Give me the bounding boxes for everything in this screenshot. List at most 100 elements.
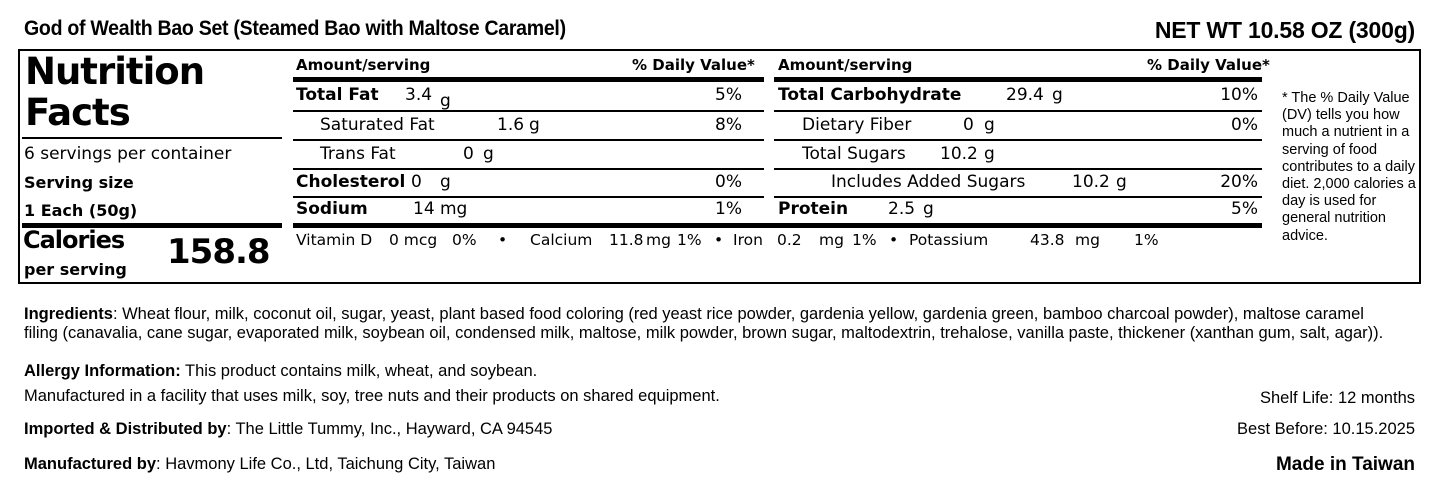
- trans-fat-unit: g: [483, 144, 494, 164]
- importer-label: Imported & Distributed by: [24, 420, 227, 438]
- nutrition-facts-title: Nutrition Facts: [25, 50, 205, 134]
- protein-dv: 5%: [1231, 199, 1258, 219]
- calories-value: 158.8: [167, 232, 271, 272]
- serving-size-value: 1 Each (50g): [24, 201, 138, 220]
- cholesterol-value: 0: [411, 172, 422, 192]
- shelf-life: Shelf Life: 12 months: [1259, 389, 1415, 407]
- added-sugars-unit: g: [1116, 172, 1127, 192]
- calcium-label: Calcium: [530, 231, 593, 249]
- saturated-fat-value: 1.6: [497, 115, 525, 135]
- iron-value: 0.2: [777, 231, 802, 249]
- total-sugars-label: Total Sugars: [802, 144, 906, 164]
- importer-text: : The Little Tummy, Inc., Hayward, CA 94…: [226, 420, 553, 438]
- thick-divider: [22, 223, 282, 228]
- country-of-origin: Made in Taiwan: [1275, 454, 1415, 475]
- protein-label: Protein: [778, 199, 849, 219]
- ingredients-text-1: : Wheat flour, milk, coconut oil, sugar,…: [112, 305, 1364, 323]
- serving-size-label: Serving size: [24, 173, 134, 192]
- net-weight: NET WT 10.58 OZ (300g): [1154, 17, 1415, 43]
- calcium-dv: 1%: [677, 231, 702, 249]
- potassium-label: Potassium: [909, 231, 989, 249]
- divider: [774, 168, 1262, 170]
- added-sugars-dv: 20%: [1220, 172, 1258, 192]
- daily-value-footnote: * The % Daily Value (DV) tells you how m…: [1282, 90, 1416, 244]
- per-serving-label: per serving: [24, 260, 127, 279]
- trans-fat-label: Trans Fat: [320, 144, 396, 164]
- best-before-date: Best Before: 10.15.2025: [1237, 420, 1415, 438]
- total-sugars-value: 10.2: [940, 144, 978, 164]
- importer-line: Imported & Distributed by: The Little Tu…: [24, 420, 552, 439]
- vitamin-d-dv: 0%: [452, 231, 477, 249]
- total-fat-dv: 5%: [715, 85, 742, 105]
- ingredients-label: Ingredients: [24, 305, 113, 323]
- divider: [774, 110, 1262, 112]
- sodium-label: Sodium: [296, 199, 368, 219]
- calories-label: Calories: [23, 226, 125, 254]
- divider: [774, 196, 1262, 198]
- added-sugars-value: 10.2: [1072, 172, 1110, 192]
- manufacturer-text: : Havmony Life Co., Ltd, Taichung City, …: [156, 455, 496, 473]
- divider: [293, 110, 764, 112]
- separator-bullet: •: [889, 231, 899, 249]
- total-carbohydrate-dv: 10%: [1220, 85, 1258, 105]
- protein-unit: g: [923, 199, 934, 219]
- dietary-fiber-dv: 0%: [1231, 115, 1258, 135]
- daily-value-header-2: % Daily Value*: [1147, 56, 1270, 74]
- sodium-dv: 1%: [715, 199, 742, 219]
- vitamin-d-label: Vitamin D: [296, 231, 373, 249]
- allergy-information: Allergy Information: This product contai…: [24, 362, 537, 381]
- dietary-fiber-unit: g: [984, 115, 995, 135]
- dietary-fiber-label: Dietary Fiber: [802, 115, 912, 135]
- manufacturer-label: Manufactured by: [24, 455, 157, 473]
- protein-value: 2.5: [888, 199, 916, 219]
- total-fat-label: Total Fat: [296, 85, 379, 105]
- iron-dv: 1%: [852, 231, 877, 249]
- nutrition-facts-panel: Nutrition Facts 6 servings per container…: [18, 49, 1421, 284]
- thick-divider: [293, 77, 764, 82]
- potassium-value: 43.8: [1030, 231, 1065, 249]
- ingredients-line-1: Ingredients: Wheat flour, milk, coconut …: [24, 305, 1364, 324]
- product-title: God of Wealth Bao Set (Steamed Bao with …: [24, 17, 566, 40]
- nutrition-facts-title-line2: Facts: [25, 91, 131, 134]
- servings-per-container: 6 servings per container: [24, 144, 232, 164]
- calcium-value: 11.8: [609, 231, 644, 249]
- saturated-fat-label: Saturated Fat: [320, 115, 435, 135]
- saturated-fat-dv: 8%: [715, 115, 742, 135]
- amount-per-serving-header-2: Amount/serving: [778, 56, 913, 74]
- calcium-unit: mg: [646, 231, 671, 249]
- cholesterol-label: Cholesterol: [296, 172, 406, 192]
- total-sugars-unit: g: [984, 144, 995, 164]
- cholesterol-dv: 0%: [715, 172, 742, 192]
- facility-statement: Manufactured in a facility that uses mil…: [24, 387, 720, 405]
- total-fat-unit: g: [440, 91, 451, 111]
- total-carbohydrate-value: 29.4: [1006, 85, 1044, 105]
- sodium-value: 14: [413, 199, 435, 219]
- total-carbohydrate-unit: g: [1052, 85, 1063, 105]
- nutrition-facts-title-line1: Nutrition: [25, 50, 205, 93]
- daily-value-header: % Daily Value*: [632, 56, 755, 74]
- manufacturer-line: Manufactured by: Havmony Life Co., Ltd, …: [24, 455, 495, 474]
- saturated-fat-unit: g: [529, 115, 540, 135]
- total-fat-value: 3.4: [405, 85, 433, 105]
- allergy-label: Allergy Information:: [24, 362, 181, 380]
- vitamin-d-value: 0 mcg: [389, 231, 438, 249]
- separator-bullet: •: [498, 231, 508, 249]
- divider: [293, 168, 764, 170]
- trans-fat-value: 0: [463, 144, 474, 164]
- divider: [293, 139, 764, 141]
- iron-unit: mg: [819, 231, 844, 249]
- ingredients-line-2: filing (canavalia, cane sugar, evaporate…: [24, 324, 1384, 342]
- potassium-unit: mg: [1075, 231, 1100, 249]
- potassium-dv: 1%: [1134, 231, 1159, 249]
- divider: [774, 139, 1262, 141]
- divider: [293, 196, 764, 198]
- iron-label: Iron: [733, 231, 763, 249]
- sodium-unit: mg: [440, 199, 468, 219]
- total-carbohydrate-label: Total Carbohydrate: [778, 85, 962, 105]
- thick-divider: [774, 77, 1262, 82]
- dietary-fiber-value: 0: [963, 115, 974, 135]
- added-sugars-label: Includes Added Sugars: [831, 172, 1026, 192]
- divider: [22, 137, 282, 139]
- thick-divider: [293, 223, 1262, 228]
- allergy-text: This product contains milk, wheat, and s…: [180, 362, 538, 380]
